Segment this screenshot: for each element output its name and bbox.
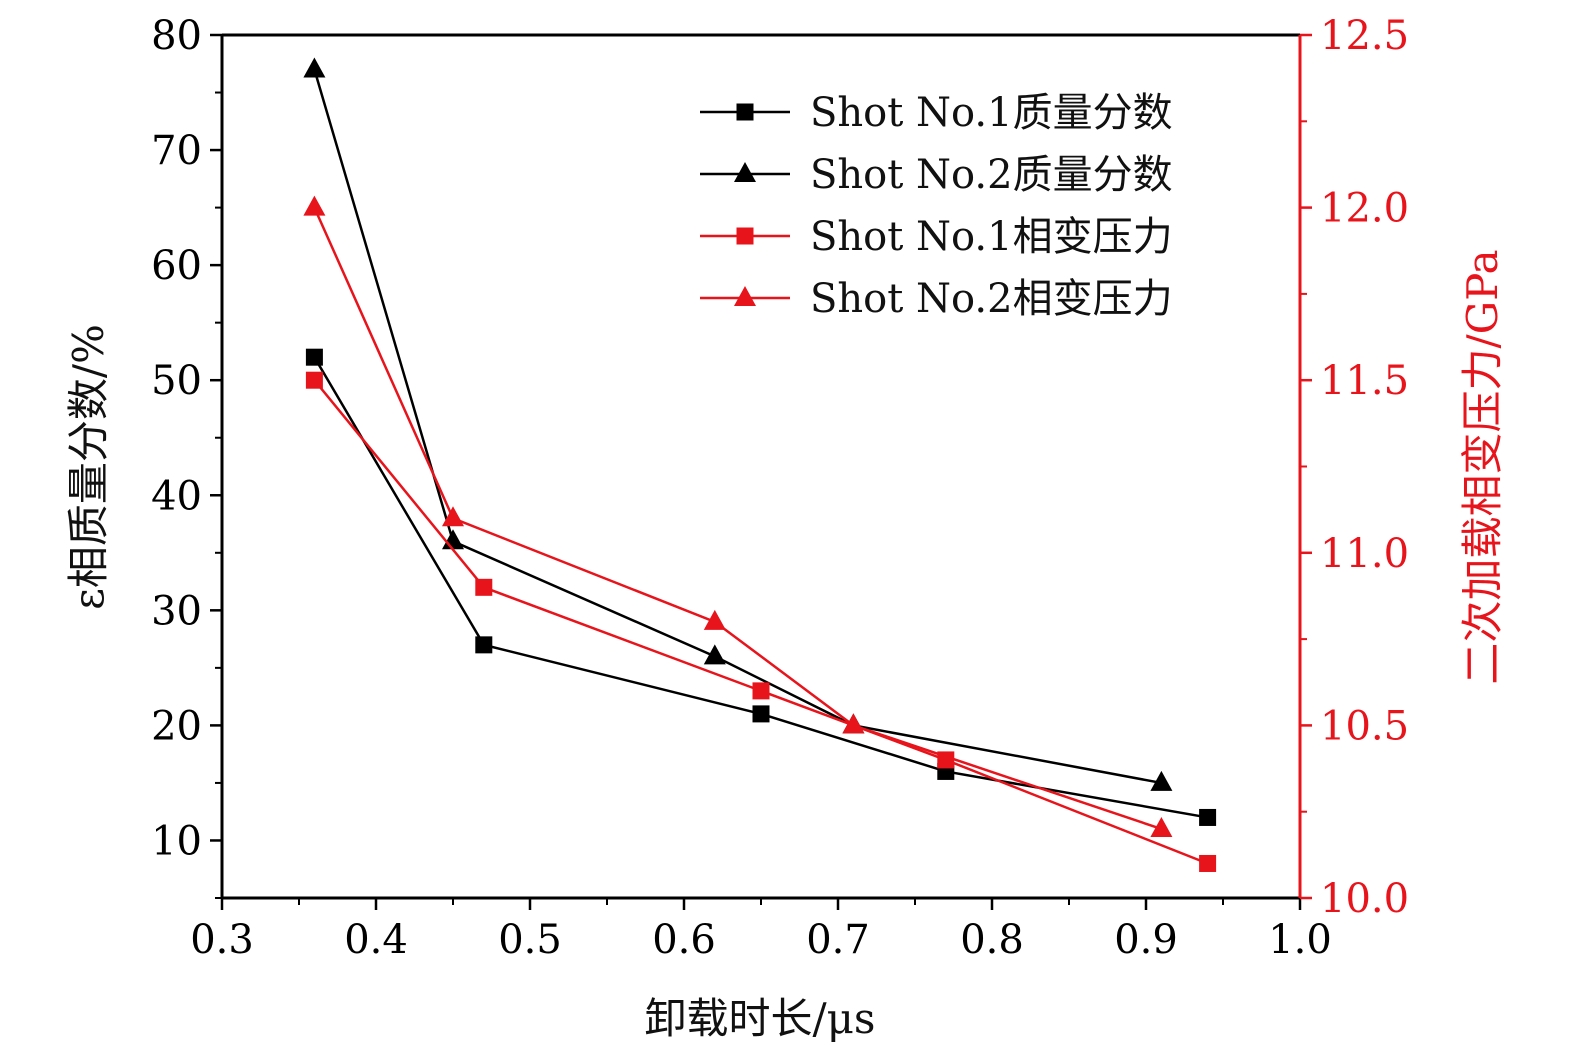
data-point [475,578,493,596]
y-left-tick-label: 70 [151,128,202,174]
x-axis-label: 卸载时长/μs [644,994,875,1043]
y-right-tick-label: 12.0 [1320,186,1409,232]
legend-item: Shot No.1质量分数 [700,90,1173,136]
x-tick-label: 0.5 [498,917,562,963]
y-left-tick-label: 40 [151,473,202,519]
data-point [305,348,323,366]
legend-marker [736,103,754,121]
legend-item: Shot No.1相变压力 [700,214,1173,260]
data-point [842,713,865,734]
y-right-tick-label: 10.0 [1320,876,1409,922]
data-point [1199,808,1217,826]
y-left-tick-label: 30 [151,588,202,634]
x-tick-label: 0.3 [190,917,254,963]
legend-item: Shot No.2质量分数 [700,152,1173,198]
data-point [1150,816,1173,837]
data-point [703,609,726,630]
data-point [305,371,323,389]
legend-item: Shot No.2相变压力 [700,276,1173,322]
legend-marker [736,227,754,245]
legend-label: Shot No.1质量分数 [810,90,1173,136]
x-tick-label: 0.4 [344,917,408,963]
series-1 [305,348,1217,826]
x-tick-label: 0.9 [1114,917,1178,963]
data-point [703,644,726,665]
y-left-tick-label: 80 [151,13,202,59]
series-line [313,379,1209,865]
data-point [1150,770,1173,791]
legend-label: Shot No.2相变压力 [810,276,1173,322]
y-left-tick-label: 50 [151,358,202,404]
y-right-tick-label: 12.5 [1320,13,1409,59]
x-tick-label: 0.6 [652,917,716,963]
data-point [475,636,493,654]
y-right-tick-label: 11.0 [1320,531,1409,577]
legend-label: Shot No.2质量分数 [810,152,1173,198]
data-point [752,705,770,723]
data-point [303,195,326,216]
data-point [442,506,464,527]
axes: 0.3 0.4 0.5 0.6 0.7 0.8 0.9 1.0 10 20 30 40 50 60 70 80… [151,13,1409,963]
data-point [752,682,770,700]
x-tick-label: 0.7 [806,917,870,963]
y-left-tick-label: 20 [151,703,202,749]
data-point [1199,854,1217,872]
y-axis-left-label: ε相质量分数/% [64,324,113,610]
y-axis-right-label: 二次加载相变压力/GPa [1458,249,1507,684]
y-left-tick-label: 60 [151,243,202,289]
y-right-tick-label: 10.5 [1320,703,1409,749]
legend: Shot No.1质量分数 Shot No.2质量分数 Shot No.1相变压力 S… [700,90,1173,322]
series-4 [303,195,1173,837]
y-left-tick-label: 10 [151,818,202,864]
data-point [303,57,326,78]
series-line [313,356,1208,819]
series-3 [305,371,1217,872]
x-tick-label: 1.0 [1268,917,1332,963]
y-right-tick-label: 11.5 [1320,358,1409,404]
series-layer [303,57,1217,872]
x-tick-label: 0.8 [960,917,1024,963]
legend-marker [734,286,756,306]
legend-label: Shot No.1相变压力 [810,214,1173,260]
legend-marker [734,162,756,182]
